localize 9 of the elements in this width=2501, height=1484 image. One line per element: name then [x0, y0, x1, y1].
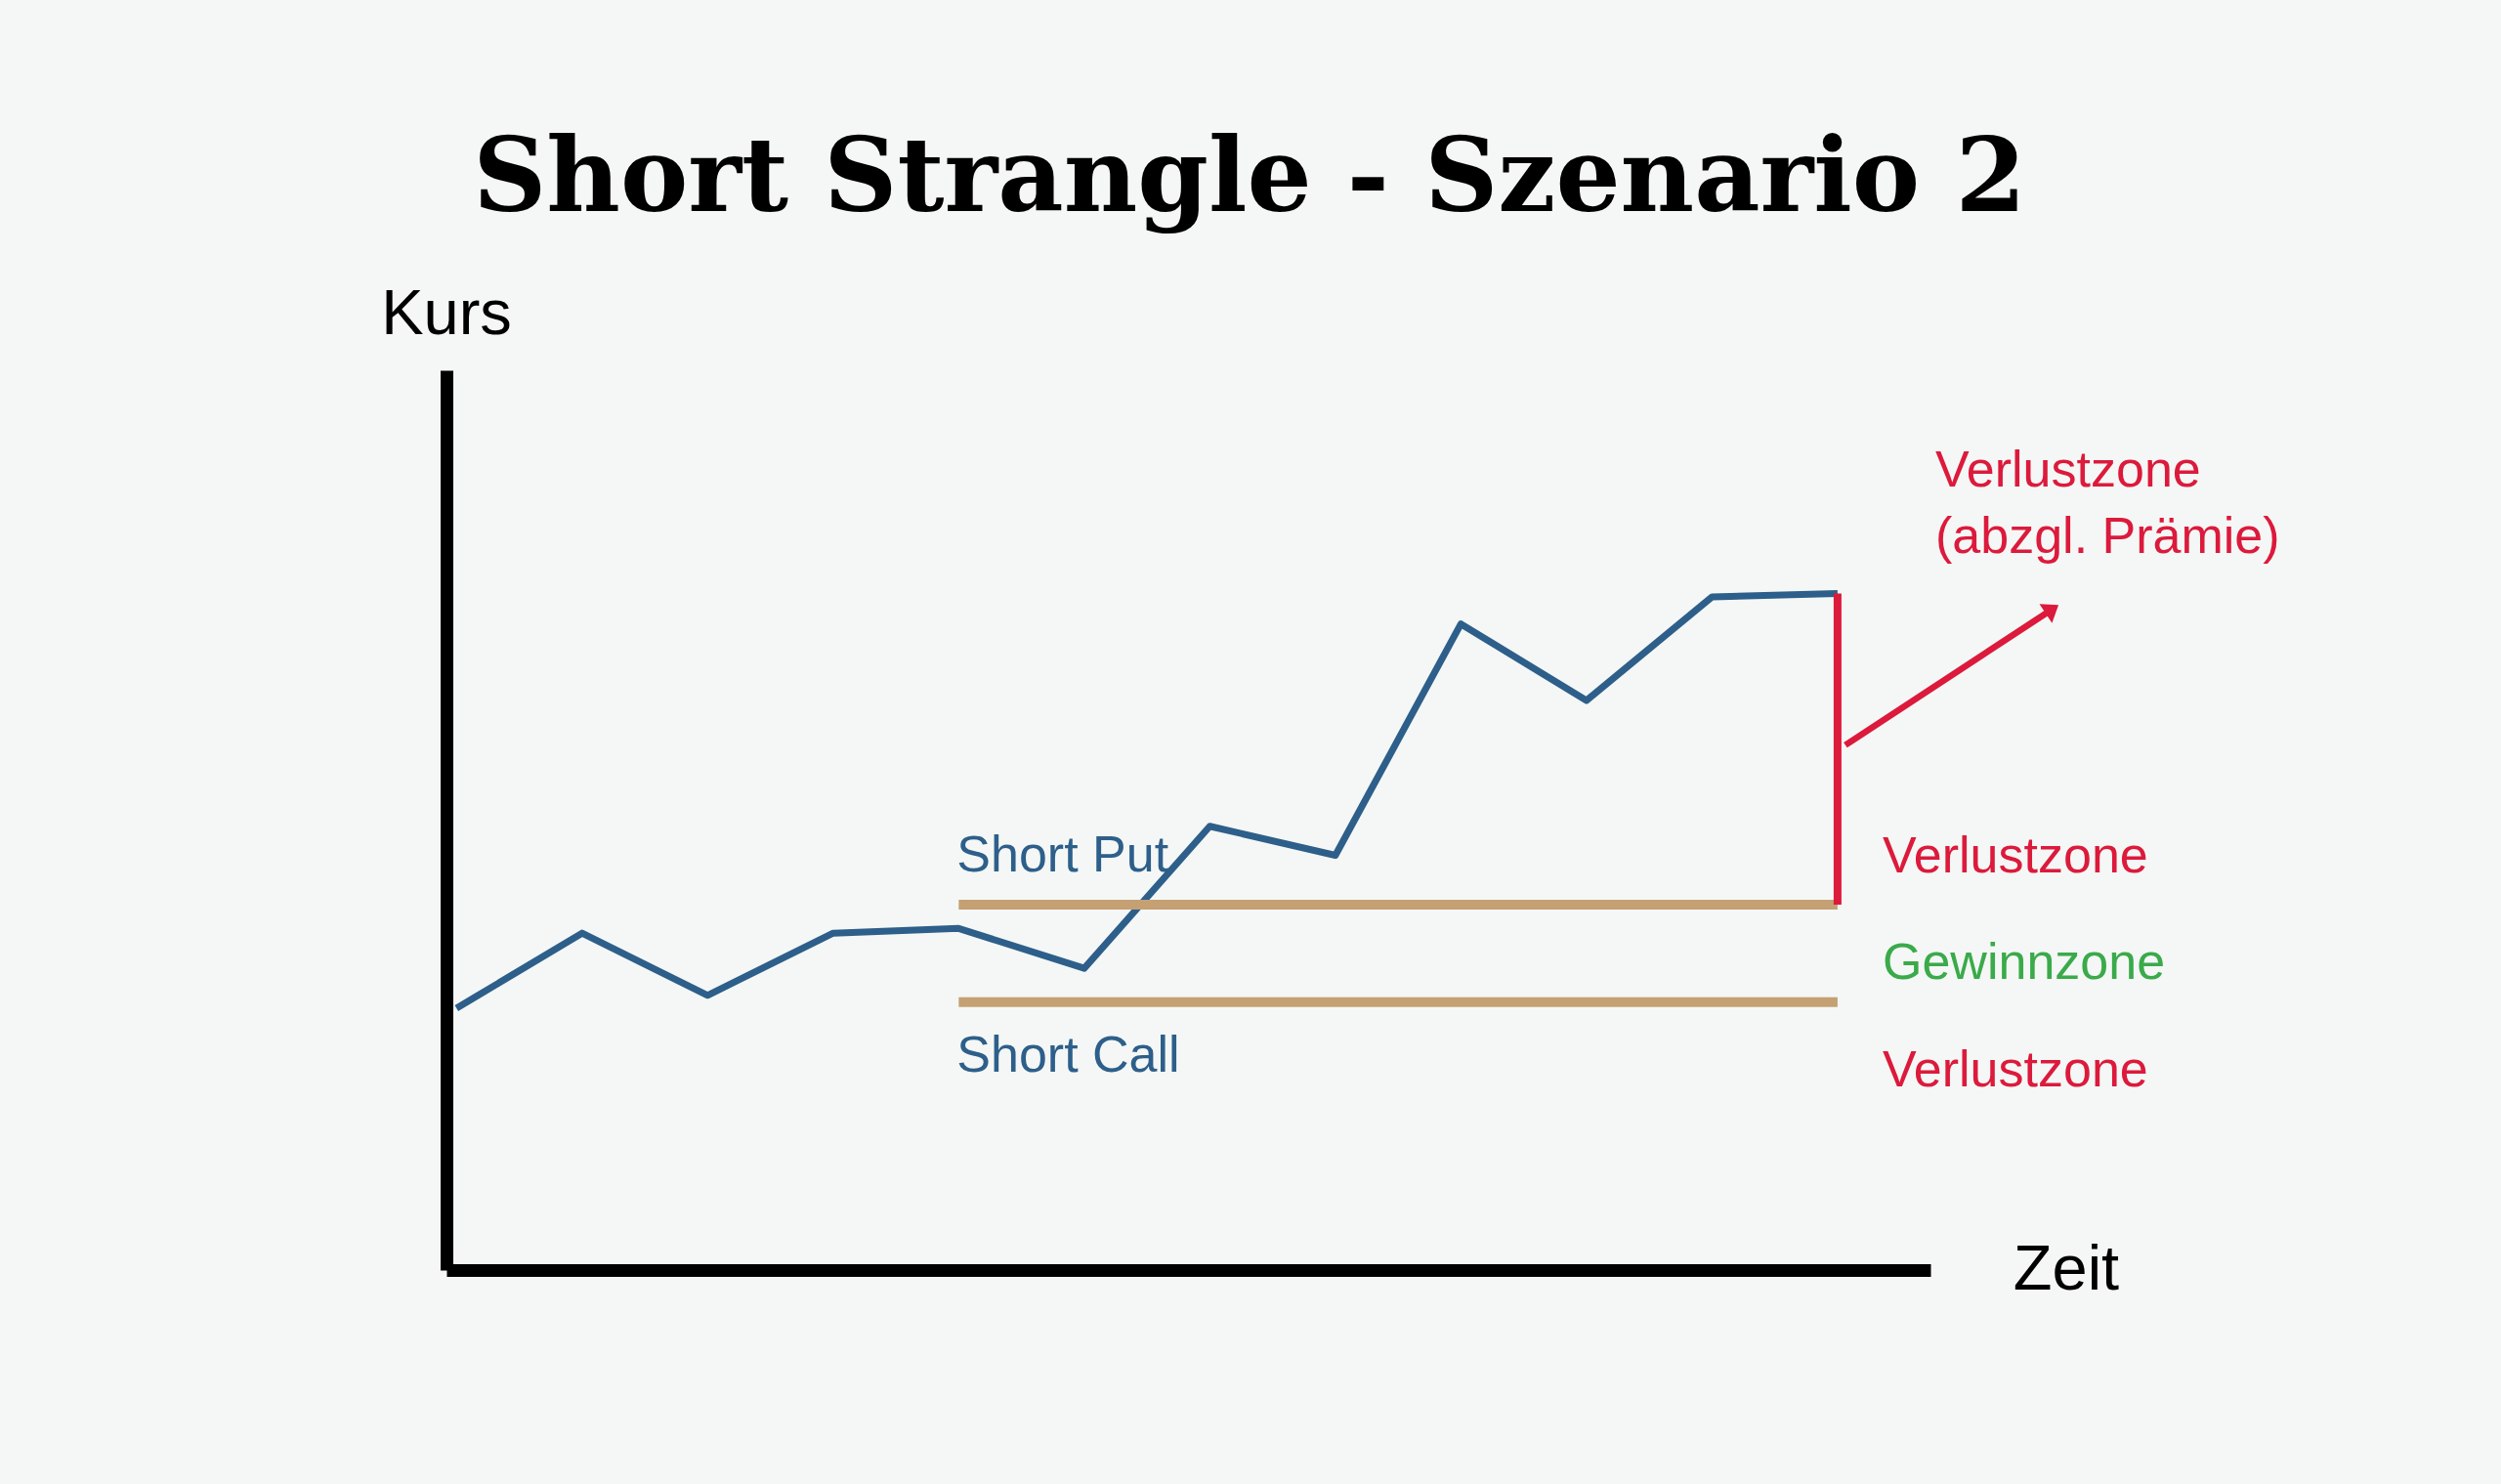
text: Verlustzone (abzgl. Prämie)	[1935, 441, 2280, 564]
annotation: Verlustzone	[1883, 827, 2148, 883]
series-label: Short Put	[956, 826, 1169, 883]
series-label: Short Call	[956, 1025, 1180, 1082]
annotation: Verlustzone	[1883, 1040, 2148, 1097]
annotation: Gewinnzone	[1883, 933, 2166, 990]
y-axis-title: Kurs	[381, 276, 512, 348]
chart-title: Short Strangle - Szenario 2	[473, 115, 2026, 235]
x-axis-title: Zeit	[2013, 1232, 2120, 1303]
